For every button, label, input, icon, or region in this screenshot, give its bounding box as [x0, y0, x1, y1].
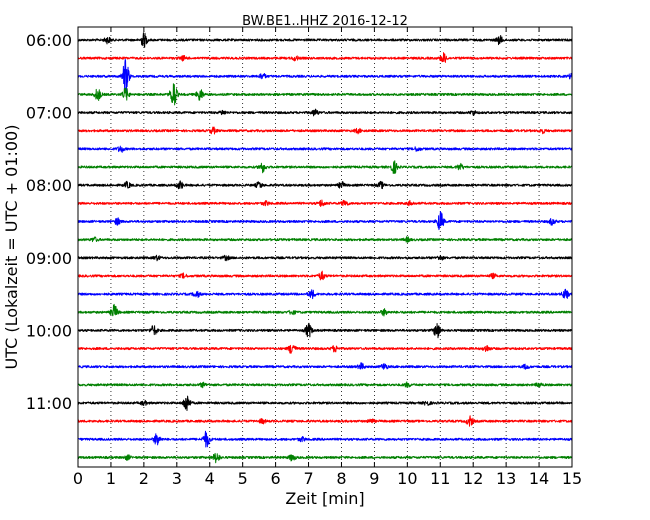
x-tick-label: 14 — [529, 469, 549, 488]
x-tick-label: 4 — [205, 469, 215, 488]
x-tick-label: 12 — [463, 469, 483, 488]
x-tick-label: 7 — [303, 469, 313, 488]
y-tick-label: 09:00 — [26, 249, 72, 268]
trace-1015 — [77, 344, 573, 354]
trace-1100 — [77, 395, 573, 411]
trace-0945 — [77, 303, 573, 317]
trace-0900 — [77, 254, 573, 262]
trace-0730 — [77, 145, 573, 153]
trace-0915 — [77, 270, 573, 281]
y-tick-label: 07:00 — [26, 104, 72, 123]
trace-1145 — [77, 452, 573, 464]
trace-0715 — [77, 126, 573, 135]
trace-1130 — [77, 430, 573, 448]
trace-0600 — [77, 32, 573, 48]
x-tick-label: 9 — [369, 469, 379, 488]
x-tick-label: 0 — [73, 469, 83, 488]
trace-0930 — [77, 288, 573, 300]
grid-layer — [110, 27, 540, 467]
x-tick-label: 8 — [336, 469, 346, 488]
x-axis-label: Zeit [min] — [285, 489, 364, 508]
trace-0800 — [77, 180, 573, 190]
trace-0645 — [77, 83, 573, 106]
trace-0615 — [77, 52, 573, 63]
trace-0700 — [77, 108, 573, 117]
trace-1045 — [77, 381, 573, 389]
y-axis-label: UTC (Lokalzeit = UTC + 01:00) — [2, 125, 21, 370]
trace-0830 — [77, 211, 573, 231]
trace-1000 — [77, 322, 573, 339]
x-tick-label: 1 — [106, 469, 116, 488]
x-tick-label: 3 — [172, 469, 182, 488]
y-tick-label: 11:00 — [26, 394, 72, 413]
trace-0845 — [77, 236, 573, 243]
chart-title: BW.BE1..HHZ 2016-12-12 — [242, 14, 408, 29]
x-tick-label: 11 — [430, 469, 450, 488]
trace-1115 — [77, 415, 573, 427]
x-tick-label: 15 — [562, 469, 582, 488]
x-tick-label: 5 — [238, 469, 248, 488]
trace-0815 — [77, 199, 573, 208]
y-axis: 06:00 07:00 08:00 09:00 10:00 11:00 — [26, 31, 572, 413]
trace-0630 — [77, 58, 573, 94]
x-axis: 0 1 2 3 4 5 6 7 8 9 10 11 12 13 14 15 — [73, 27, 582, 488]
y-tick-label: 10:00 — [26, 321, 72, 340]
x-tick-label: 2 — [139, 469, 149, 488]
x-tick-label: 6 — [271, 469, 281, 488]
y-tick-label: 08:00 — [26, 176, 72, 195]
plot-frame — [77, 26, 573, 468]
trace-1030 — [77, 362, 573, 370]
x-tick-label: 13 — [496, 469, 516, 488]
trace-0745 — [77, 160, 573, 174]
y-tick-label: 06:00 — [26, 31, 72, 50]
trace-layer — [77, 32, 573, 464]
x-tick-label: 10 — [397, 469, 417, 488]
